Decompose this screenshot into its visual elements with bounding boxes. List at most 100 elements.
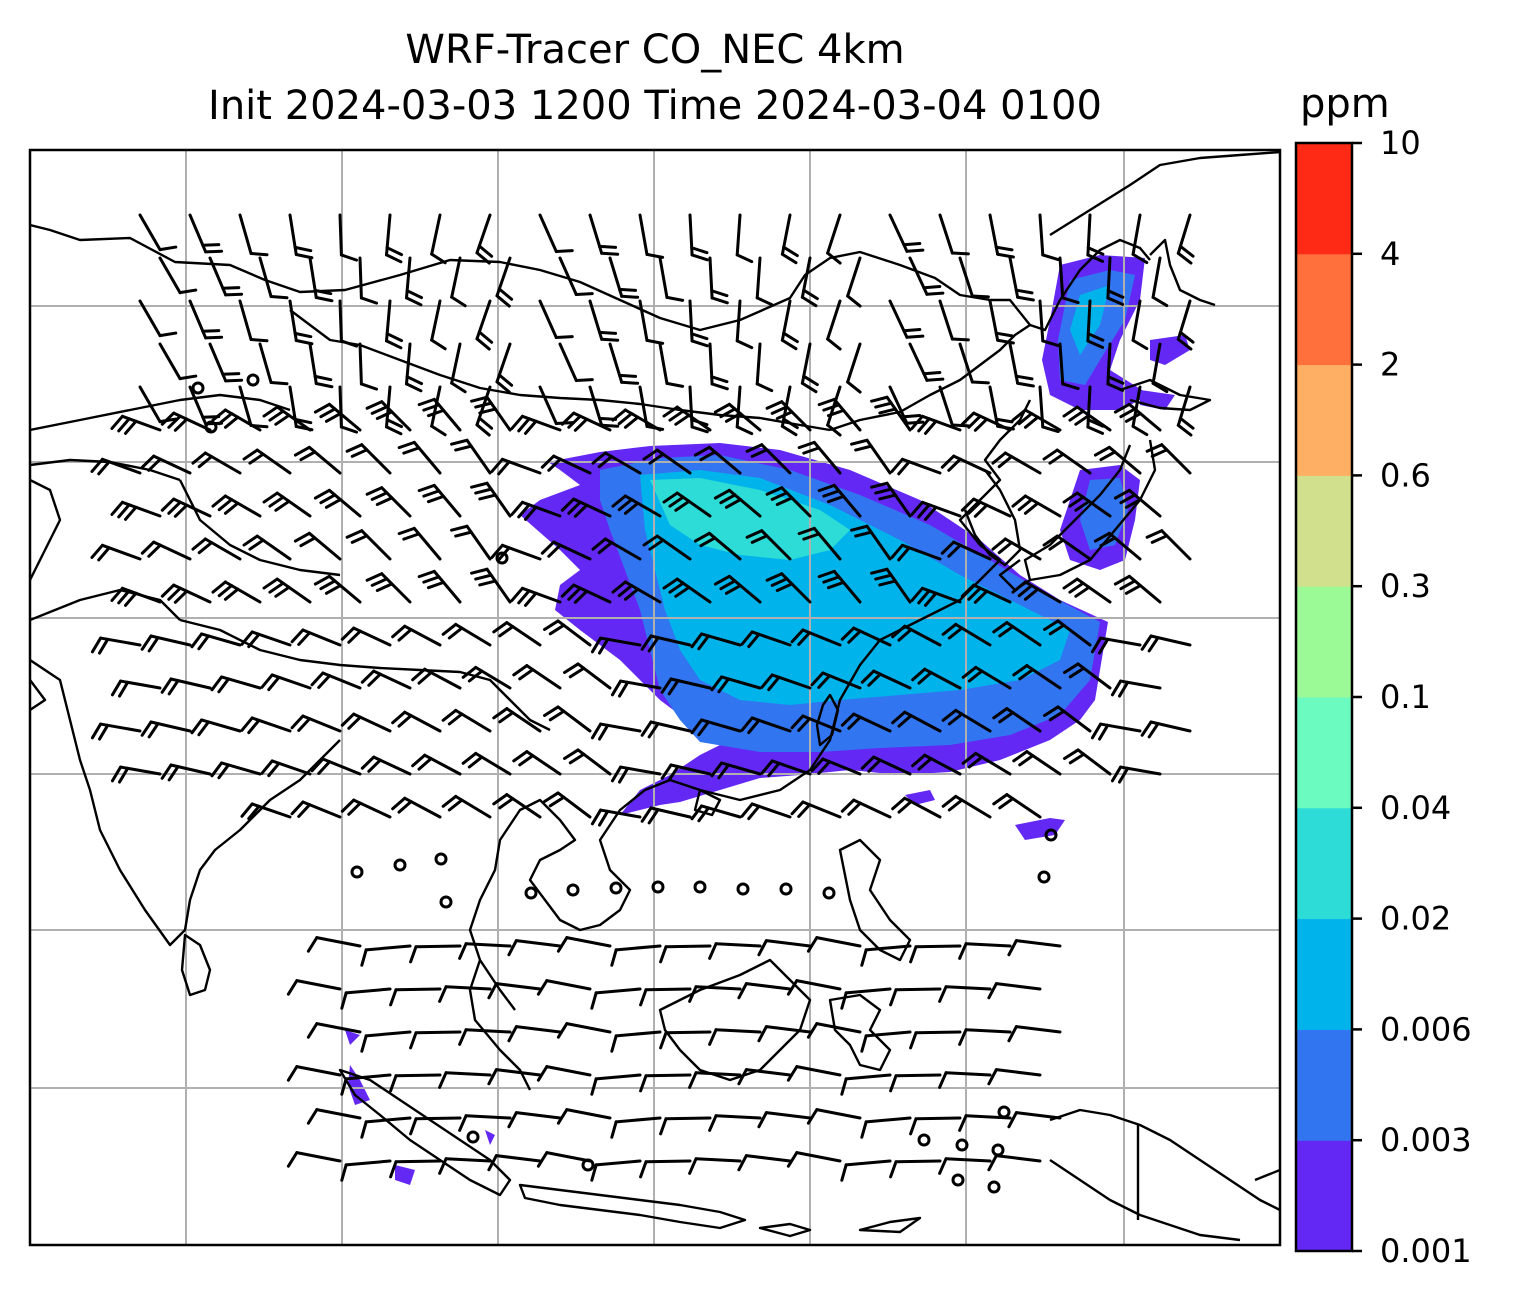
wind-barb <box>938 299 970 342</box>
wind-barb <box>470 567 512 604</box>
wind-barb <box>846 256 862 308</box>
wind-barb <box>690 718 742 737</box>
calm-wind-marker <box>246 373 260 387</box>
wind-barb <box>1062 405 1112 432</box>
wind-barb <box>240 630 292 649</box>
wind-barb <box>409 1116 462 1136</box>
calm-wind-marker <box>779 882 793 896</box>
wind-barb <box>258 342 289 386</box>
calm-wind-marker <box>997 1105 1011 1119</box>
wind-barb <box>817 483 862 518</box>
wind-barb <box>941 794 992 819</box>
wind-barb <box>242 534 292 561</box>
wind-barb <box>360 1030 412 1053</box>
wind-barb <box>608 256 640 299</box>
wind-barb <box>313 402 362 432</box>
wind-barb <box>850 524 892 561</box>
calm-wind-marker <box>581 1158 595 1172</box>
colorbar-segment <box>1296 143 1352 255</box>
border-china-russia <box>829 324 1031 432</box>
wind-barb <box>438 1157 492 1175</box>
wind-barb <box>510 414 562 435</box>
wind-barb <box>992 793 1042 819</box>
title-line-1: WRF-Tracer CO_NEC 4km <box>405 27 905 73</box>
wind-barb <box>737 982 792 1000</box>
colorbar <box>1294 141 1354 1253</box>
calm-wind-marker <box>651 880 665 894</box>
wind-barb <box>910 414 962 435</box>
coastline-sulawesi <box>828 993 892 1072</box>
wind-barb <box>290 800 342 819</box>
wind-barb <box>870 567 912 604</box>
wind-barb <box>611 408 662 432</box>
wind-barb <box>911 667 962 690</box>
calm-wind-marker <box>987 1180 1001 1194</box>
wind-barb <box>238 213 269 257</box>
wind-barb <box>642 448 692 475</box>
wind-barb <box>889 987 942 1007</box>
wind-barb <box>693 531 742 561</box>
wind-barb <box>1011 408 1062 432</box>
wind-barb <box>556 1022 612 1039</box>
wind-barb <box>806 1022 862 1039</box>
wind-barb <box>313 488 362 518</box>
wind-barb <box>563 748 612 776</box>
wind-barb <box>510 586 562 607</box>
wind-barb <box>941 708 992 733</box>
wind-barb <box>639 1073 692 1093</box>
colorbar-segment <box>1296 586 1352 698</box>
wind-barb <box>1007 1025 1062 1043</box>
wind-barb <box>110 414 162 435</box>
wind-barb <box>806 1108 862 1125</box>
wind-barb <box>475 213 494 265</box>
wind-barb <box>260 759 312 778</box>
wind-barb <box>487 1068 542 1086</box>
wind-barb <box>797 440 842 475</box>
wind-barb <box>188 299 224 340</box>
wind-barb <box>1012 664 1062 690</box>
wind-barb <box>708 942 762 960</box>
wind-barb <box>160 763 212 782</box>
calm-wind-marker <box>439 895 453 909</box>
wind-barb <box>909 1116 962 1136</box>
wind-barb <box>1131 213 1149 265</box>
wind-barb <box>1008 256 1035 302</box>
wind-barb <box>507 939 562 957</box>
wind-barb <box>260 673 312 692</box>
colorbar-tick-label: 0.1 <box>1380 678 1431 716</box>
wind-barb <box>938 213 970 256</box>
calm-wind-circles <box>191 373 1058 1194</box>
wind-barb <box>340 798 392 819</box>
wind-barb <box>640 720 692 739</box>
wind-barb <box>1113 488 1162 518</box>
wind-barb <box>211 580 262 604</box>
wind-barb <box>470 395 512 432</box>
border-central-asia <box>30 393 291 432</box>
wind-barb <box>158 256 198 295</box>
wind-barb <box>659 944 712 964</box>
wind-barb <box>560 497 612 518</box>
wind-barb <box>360 944 412 967</box>
colorbar-tick-label: 0.6 <box>1380 456 1431 494</box>
wind-barb <box>1131 385 1149 437</box>
wind-barb <box>1093 445 1142 475</box>
wind-barb <box>110 679 162 698</box>
wind-barb <box>365 572 412 604</box>
wind-barb <box>391 624 442 647</box>
wind-barb <box>358 342 379 391</box>
map-area[interactable] <box>30 150 1280 1245</box>
map-frame <box>28 148 1282 1247</box>
wind-barb <box>987 1154 1042 1172</box>
wind-barb <box>389 987 442 1007</box>
coastline-west <box>30 478 62 581</box>
wind-barb <box>507 1111 562 1129</box>
wind-barb <box>345 443 392 475</box>
wind-barb <box>405 342 424 393</box>
wind-barb <box>608 342 640 385</box>
colorbar-tick-label: 2 <box>1380 346 1400 384</box>
wind-barb <box>987 1068 1042 1086</box>
wind-barb <box>1062 491 1112 518</box>
wind-barb <box>208 256 244 297</box>
calm-wind-marker <box>693 880 707 894</box>
wind-barb <box>659 1116 712 1136</box>
